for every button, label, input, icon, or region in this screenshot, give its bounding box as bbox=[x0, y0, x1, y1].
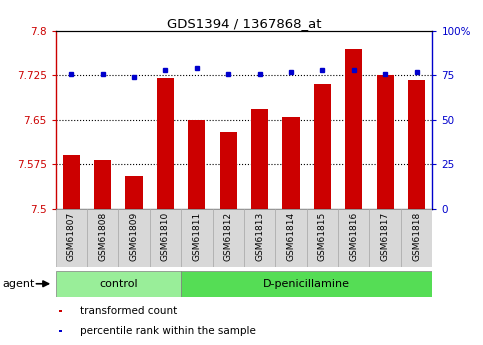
Bar bbox=[220, 132, 237, 209]
Bar bbox=[401, 209, 432, 267]
Text: GSM61817: GSM61817 bbox=[381, 211, 390, 261]
Bar bbox=[87, 209, 118, 267]
Bar bbox=[314, 84, 331, 209]
Bar bbox=[377, 76, 394, 209]
Text: GSM61812: GSM61812 bbox=[224, 211, 233, 261]
Bar bbox=[126, 176, 142, 209]
Bar bbox=[59, 330, 62, 333]
Bar bbox=[94, 160, 111, 209]
Text: GSM61818: GSM61818 bbox=[412, 211, 421, 261]
Text: GSM61813: GSM61813 bbox=[255, 211, 264, 261]
Bar bbox=[56, 209, 87, 267]
Bar bbox=[338, 209, 369, 267]
Text: GSM61816: GSM61816 bbox=[349, 211, 358, 261]
Bar bbox=[251, 109, 268, 209]
Text: GSM61808: GSM61808 bbox=[98, 211, 107, 261]
Bar bbox=[181, 271, 432, 297]
Text: control: control bbox=[99, 279, 138, 289]
Bar bbox=[150, 209, 181, 267]
Bar bbox=[118, 209, 150, 267]
Text: GSM61810: GSM61810 bbox=[161, 211, 170, 261]
Text: GSM61809: GSM61809 bbox=[129, 211, 139, 261]
Text: agent: agent bbox=[2, 279, 35, 289]
Bar bbox=[213, 209, 244, 267]
Text: GSM61814: GSM61814 bbox=[286, 211, 296, 261]
Bar bbox=[157, 78, 174, 209]
Bar bbox=[59, 309, 62, 312]
Title: GDS1394 / 1367868_at: GDS1394 / 1367868_at bbox=[167, 17, 321, 30]
Bar bbox=[275, 209, 307, 267]
Text: D-penicillamine: D-penicillamine bbox=[263, 279, 350, 289]
Bar bbox=[345, 49, 362, 209]
Bar bbox=[63, 155, 80, 209]
Text: GSM61807: GSM61807 bbox=[67, 211, 76, 261]
Bar bbox=[283, 117, 299, 209]
Text: GSM61815: GSM61815 bbox=[318, 211, 327, 261]
Bar bbox=[56, 271, 181, 297]
Bar bbox=[408, 80, 425, 209]
Text: percentile rank within the sample: percentile rank within the sample bbox=[80, 326, 256, 336]
Bar bbox=[369, 209, 401, 267]
Bar bbox=[307, 209, 338, 267]
Bar bbox=[181, 209, 213, 267]
Bar bbox=[188, 120, 205, 209]
Bar bbox=[244, 209, 275, 267]
Text: transformed count: transformed count bbox=[80, 306, 177, 316]
Text: GSM61811: GSM61811 bbox=[192, 211, 201, 261]
